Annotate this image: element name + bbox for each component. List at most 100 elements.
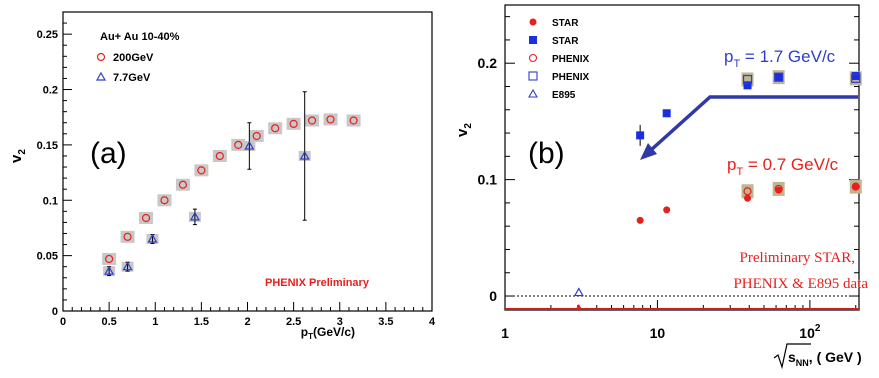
panel-a-x-tick-label: 3 [337, 316, 343, 328]
legend-label-200gev: 200GeV [113, 52, 154, 64]
panel-b-y-tick-label: 0.2 [478, 55, 498, 71]
panel-a-x-tick-label: 4 [429, 316, 436, 328]
point-phenix-square [851, 73, 861, 83]
syst-box-200gev [346, 114, 361, 127]
legend-marker-phenix-square [528, 71, 538, 81]
panel-a-legend-title: Au+ Au 10-40% [100, 31, 180, 43]
panel-a-data [102, 91, 361, 277]
panel-b-y-tick-label: 0.1 [478, 172, 498, 188]
syst-box-phenix [741, 184, 754, 199]
point-e895 [573, 287, 584, 297]
panel-b-x-tick-label: 10 [650, 325, 666, 341]
point-star-circle [663, 206, 671, 214]
panel-b-axes: 1 10 102 0 0.1 0.2 [478, 16, 859, 341]
annotation-pt-0p7: pT = 0.7 GeV/c [727, 155, 839, 178]
panel-b: 1 10 102 0 0.1 0.2 (b) STAR STAR PHENIX PHENI… [454, 4, 868, 370]
point-200gev [160, 196, 169, 205]
syst-box-200gev [231, 138, 246, 151]
panel-a-x-tick-label: 2 [244, 316, 250, 328]
point-phenix-square [774, 72, 784, 82]
point-star-circle [636, 216, 644, 224]
point-200gev [123, 232, 132, 241]
panel-b-x-tick-label: 102 [799, 323, 821, 341]
syst-box-200gev [212, 149, 227, 162]
point-phenix-circle [851, 182, 860, 191]
legend-marker-200gev [96, 52, 106, 62]
legend-marker-7p7gev [95, 71, 107, 81]
syst-box-200gev [139, 211, 154, 224]
panel-a-y-tick-label: 0.2 [43, 85, 58, 97]
panel-a-axes: 0 0.5 1 1.5 2 2.5 3 3.5 4 0.05 0.1 0.15 0.2 0.25 0 [37, 22, 436, 328]
point-phenix-circle [743, 187, 752, 196]
point-200gev [141, 213, 151, 223]
panel-a-legend: Au+ Au 10-40% 200GeV 7.7GeV [95, 31, 180, 84]
panel-a-y-tick-label: 0.1 [43, 195, 58, 207]
point-200gev [252, 131, 261, 141]
panel-a-annotation: PHENIX Preliminary [265, 277, 370, 289]
panel-a-x-tick-label: 2.5 [286, 316, 301, 328]
syst-box-200gev [194, 164, 209, 177]
point-200gev [271, 124, 280, 133]
legend-marker-star-circle [529, 18, 537, 26]
legend-label-phenix-2: PHENIX [552, 72, 590, 83]
point-200gev [105, 254, 114, 264]
panel-b-y-axis-label: v2 [454, 123, 474, 137]
syst-box-200gev [305, 114, 320, 127]
panel-a-x-tick-label: 1.5 [194, 316, 209, 328]
panel-a-label: (a) [90, 137, 127, 170]
legend-label-phenix-1: PHENIX [552, 54, 590, 65]
panel-b-note-line-2: PHENIX & E895 data [733, 276, 868, 292]
legend-label-e895: E895 [552, 90, 576, 101]
panel-a-x-tick-label: 3.5 [378, 316, 393, 328]
syst-box-200gev [175, 178, 190, 191]
point-200gev [178, 180, 188, 189]
syst-box-200gev [323, 113, 338, 126]
panel-b-x-tick-label: 1 [501, 325, 509, 341]
syst-box-200gev [249, 130, 264, 143]
point-star-square [774, 73, 783, 82]
legend-label-star-2: STAR [552, 36, 579, 47]
panel-b-x-axis-label: sNN, ( GeV ) [773, 343, 862, 370]
legend-label-star-1: STAR [552, 18, 579, 29]
panel-b-data [573, 70, 862, 309]
syst-box-200gev [157, 194, 172, 207]
panel-a-x-tick-label: 0.5 [101, 316, 116, 328]
point-200gev [215, 151, 224, 161]
point-7p7gev [244, 140, 255, 150]
point-200gev [326, 115, 335, 124]
point-7p7gev [122, 261, 133, 271]
point-phenix-square [742, 74, 753, 85]
panel-a-y-axis-label: v2 [8, 149, 28, 163]
point-200gev [349, 116, 358, 125]
panel-b-note-line-1: Preliminary STAR, [740, 250, 855, 266]
point-7p7gev [104, 265, 115, 275]
panel-b-legend: STAR STAR PHENIX PHENIX E895 [528, 18, 590, 101]
point-star-square [851, 72, 860, 81]
point-200gev [289, 119, 298, 128]
point-200gev [234, 140, 243, 149]
annotation-arrow-head [640, 143, 657, 160]
panel-a-y-tick-label: 0.15 [37, 140, 58, 152]
panel-a-y-tick-label: 0.25 [37, 29, 58, 41]
point-7p7gev [147, 233, 158, 243]
point-star-circle [852, 183, 860, 191]
annotation-arrow [649, 95, 858, 152]
panel-a-x-axis-label: pT(GeV/c) [301, 325, 355, 341]
legend-marker-e895 [528, 88, 538, 98]
legend-marker-phenix-circle [528, 53, 538, 63]
legend-marker-star-square [529, 36, 537, 44]
point-star-square [636, 131, 645, 140]
legend-label-7p7gev: 7.7GeV [113, 72, 151, 84]
syst-box-200gev [268, 122, 283, 135]
panel-a-y-tick-label: 0.05 [37, 251, 58, 263]
sqrt-sign [773, 343, 811, 370]
point-star-square [743, 81, 752, 90]
annotation-pt-1p7: pT = 1.7 GeV/c [724, 47, 836, 70]
point-star-circle [744, 194, 752, 202]
panel-a-origin-label: 0 [52, 306, 58, 318]
point-phenix-circle [774, 184, 783, 194]
syst-box-200gev [102, 252, 117, 265]
panel-b-label: (b) [528, 137, 565, 170]
panel-b-y-tick-label: 0 [489, 288, 497, 304]
